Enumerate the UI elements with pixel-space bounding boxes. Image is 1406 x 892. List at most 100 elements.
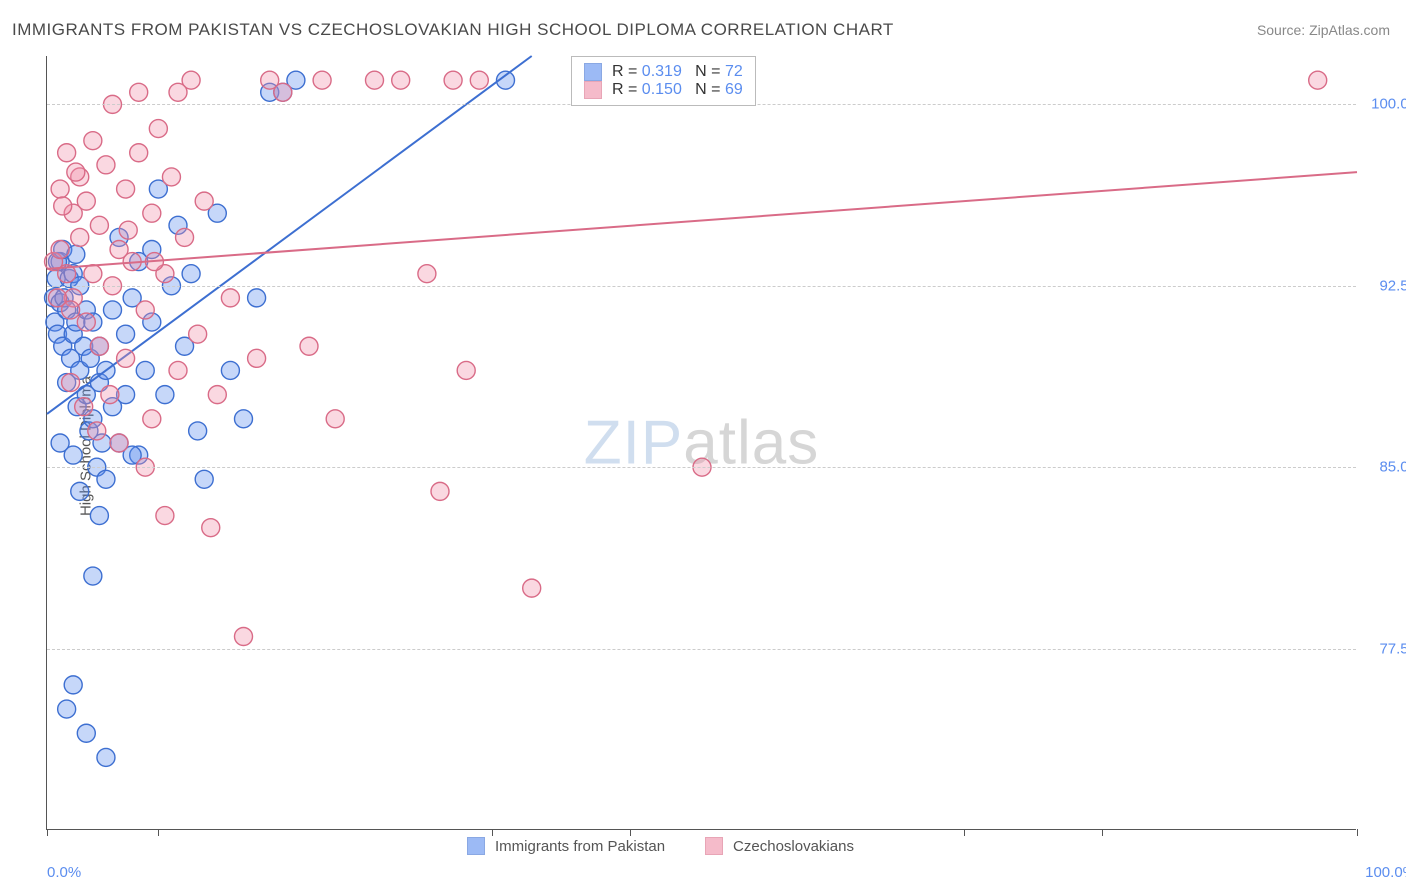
- scatter-point: [104, 301, 122, 319]
- scatter-point: [221, 361, 239, 379]
- scatter-point: [149, 120, 167, 138]
- x-axis-tick: [47, 829, 48, 836]
- legend-swatch: [467, 837, 485, 855]
- source-label: Source: ZipAtlas.com: [1257, 22, 1390, 38]
- scatter-point: [90, 337, 108, 355]
- scatter-point: [156, 507, 174, 525]
- scatter-point: [67, 163, 85, 181]
- plot-area: ZIPatlas 77.5%85.0%92.5%100.0%0.0%100.0%…: [46, 56, 1356, 830]
- scatter-point: [300, 337, 318, 355]
- scatter-point: [84, 567, 102, 585]
- scatter-point: [274, 83, 292, 101]
- scatter-point: [143, 410, 161, 428]
- scatter-point: [189, 325, 207, 343]
- scatter-point: [77, 192, 95, 210]
- y-tick-label: 100.0%: [1362, 96, 1406, 113]
- scatter-point: [117, 180, 135, 198]
- scatter-point: [117, 325, 135, 343]
- scatter-point: [431, 482, 449, 500]
- x-axis-tick: [1357, 829, 1358, 836]
- scatter-point: [444, 71, 462, 89]
- x-tick-label-min: 0.0%: [47, 864, 81, 881]
- scatter-point: [77, 724, 95, 742]
- scatter-point: [84, 132, 102, 150]
- y-tick-label: 85.0%: [1362, 459, 1406, 476]
- chart-container: IMMIGRANTS FROM PAKISTAN VS CZECHOSLOVAK…: [0, 0, 1406, 892]
- scatter-point: [156, 386, 174, 404]
- scatter-point: [221, 289, 239, 307]
- legend-text: R = 0.319 N = 72: [612, 63, 743, 81]
- scatter-point: [51, 434, 69, 452]
- legend-swatch: [584, 63, 602, 81]
- scatter-point: [418, 265, 436, 283]
- legend-series: Immigrants from Pakistan Czechoslovakians: [467, 837, 854, 855]
- legend-row: R = 0.150 N = 69: [584, 81, 743, 99]
- scatter-point: [75, 398, 93, 416]
- scatter-point: [101, 386, 119, 404]
- legend-swatch: [705, 837, 723, 855]
- x-axis-tick: [492, 829, 493, 836]
- scatter-point: [392, 71, 410, 89]
- scatter-point: [182, 265, 200, 283]
- scatter-point: [62, 301, 80, 319]
- scatter-point: [366, 71, 384, 89]
- scatter-point: [162, 168, 180, 186]
- regression-line: [47, 172, 1357, 269]
- legend-row: R = 0.319 N = 72: [584, 63, 743, 81]
- scatter-point: [169, 361, 187, 379]
- scatter-point: [97, 748, 115, 766]
- legend-text: R = 0.150 N = 69: [612, 81, 743, 99]
- scatter-point: [130, 144, 148, 162]
- scatter-point: [88, 422, 106, 440]
- legend-series-label: Immigrants from Pakistan: [495, 838, 665, 855]
- scatter-point: [248, 289, 266, 307]
- scatter-point: [97, 470, 115, 488]
- gridline-h: [47, 467, 1356, 468]
- scatter-point: [248, 349, 266, 367]
- scatter-point: [64, 676, 82, 694]
- scatter-point: [195, 192, 213, 210]
- scatter-point: [110, 434, 128, 452]
- plot-svg: [47, 56, 1356, 829]
- scatter-point: [470, 71, 488, 89]
- scatter-point: [77, 313, 95, 331]
- scatter-point: [176, 228, 194, 246]
- scatter-point: [182, 71, 200, 89]
- scatter-point: [195, 470, 213, 488]
- scatter-point: [235, 628, 253, 646]
- scatter-point: [136, 361, 154, 379]
- scatter-point: [189, 422, 207, 440]
- x-axis-tick: [1102, 829, 1103, 836]
- scatter-point: [119, 221, 137, 239]
- x-tick-label-max: 100.0%: [1365, 864, 1406, 881]
- scatter-point: [71, 228, 89, 246]
- scatter-point: [1309, 71, 1327, 89]
- scatter-point: [90, 507, 108, 525]
- scatter-point: [90, 216, 108, 234]
- legend-swatch: [584, 81, 602, 99]
- legend-series-item: Immigrants from Pakistan: [467, 837, 665, 855]
- scatter-point: [208, 386, 226, 404]
- scatter-point: [235, 410, 253, 428]
- scatter-point: [58, 144, 76, 162]
- scatter-point: [54, 197, 72, 215]
- legend-series-label: Czechoslovakians: [733, 838, 854, 855]
- scatter-point: [51, 180, 69, 198]
- scatter-point: [97, 156, 115, 174]
- scatter-point: [130, 83, 148, 101]
- scatter-point: [313, 71, 331, 89]
- scatter-point: [84, 265, 102, 283]
- x-axis-tick: [964, 829, 965, 836]
- scatter-point: [51, 241, 69, 259]
- scatter-point: [62, 374, 80, 392]
- chart-title: IMMIGRANTS FROM PAKISTAN VS CZECHOSLOVAK…: [12, 20, 894, 40]
- gridline-h: [47, 649, 1356, 650]
- legend-correlation: R = 0.319 N = 72R = 0.150 N = 69: [571, 56, 756, 106]
- scatter-point: [136, 301, 154, 319]
- scatter-point: [326, 410, 344, 428]
- scatter-point: [523, 579, 541, 597]
- y-tick-label: 77.5%: [1362, 640, 1406, 657]
- x-axis-tick: [630, 829, 631, 836]
- x-axis-tick: [158, 829, 159, 836]
- scatter-point: [117, 349, 135, 367]
